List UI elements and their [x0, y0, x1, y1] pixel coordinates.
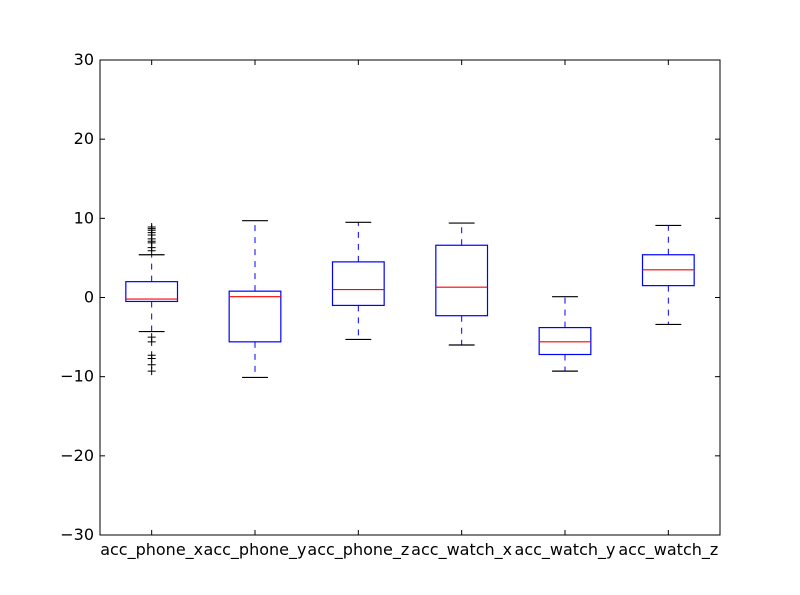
plot-marks	[125, 220, 695, 379]
y-tick-label: −10	[60, 367, 94, 386]
x-tick-label: acc_watch_x	[411, 540, 512, 560]
box-iqr	[538, 326, 592, 356]
x-tick-label: acc_watch_y	[515, 540, 616, 560]
plot-frame	[99, 59, 721, 536]
y-tick-label: 10	[74, 208, 94, 227]
y-tick-label: 20	[74, 129, 94, 148]
x-tick-label: acc_phone_z	[307, 540, 409, 560]
y-tick-label: −20	[60, 446, 94, 465]
outlier-point	[147, 367, 156, 376]
x-tick-label: acc_phone_y	[204, 540, 307, 560]
y-tick-label: −30	[60, 525, 94, 544]
box-acc-watch-x	[435, 222, 489, 346]
box-iqr	[125, 281, 179, 303]
box-acc-watch-y	[538, 296, 592, 372]
x-tick-label: acc_watch_z	[618, 540, 718, 560]
box-acc-phone-x	[125, 223, 179, 376]
y-tick-label: 0	[84, 288, 94, 307]
outlier-point	[147, 223, 156, 232]
box-acc-phone-y	[228, 220, 282, 379]
box-iqr	[228, 290, 282, 343]
box-acc-phone-z	[331, 221, 385, 341]
box-acc-watch-z	[641, 224, 695, 326]
box-iqr	[331, 261, 385, 307]
box-iqr	[435, 244, 489, 317]
outlier-point	[147, 337, 156, 346]
y-tick-label: 30	[74, 50, 94, 69]
x-tick-label: acc_phone_x	[100, 540, 203, 560]
